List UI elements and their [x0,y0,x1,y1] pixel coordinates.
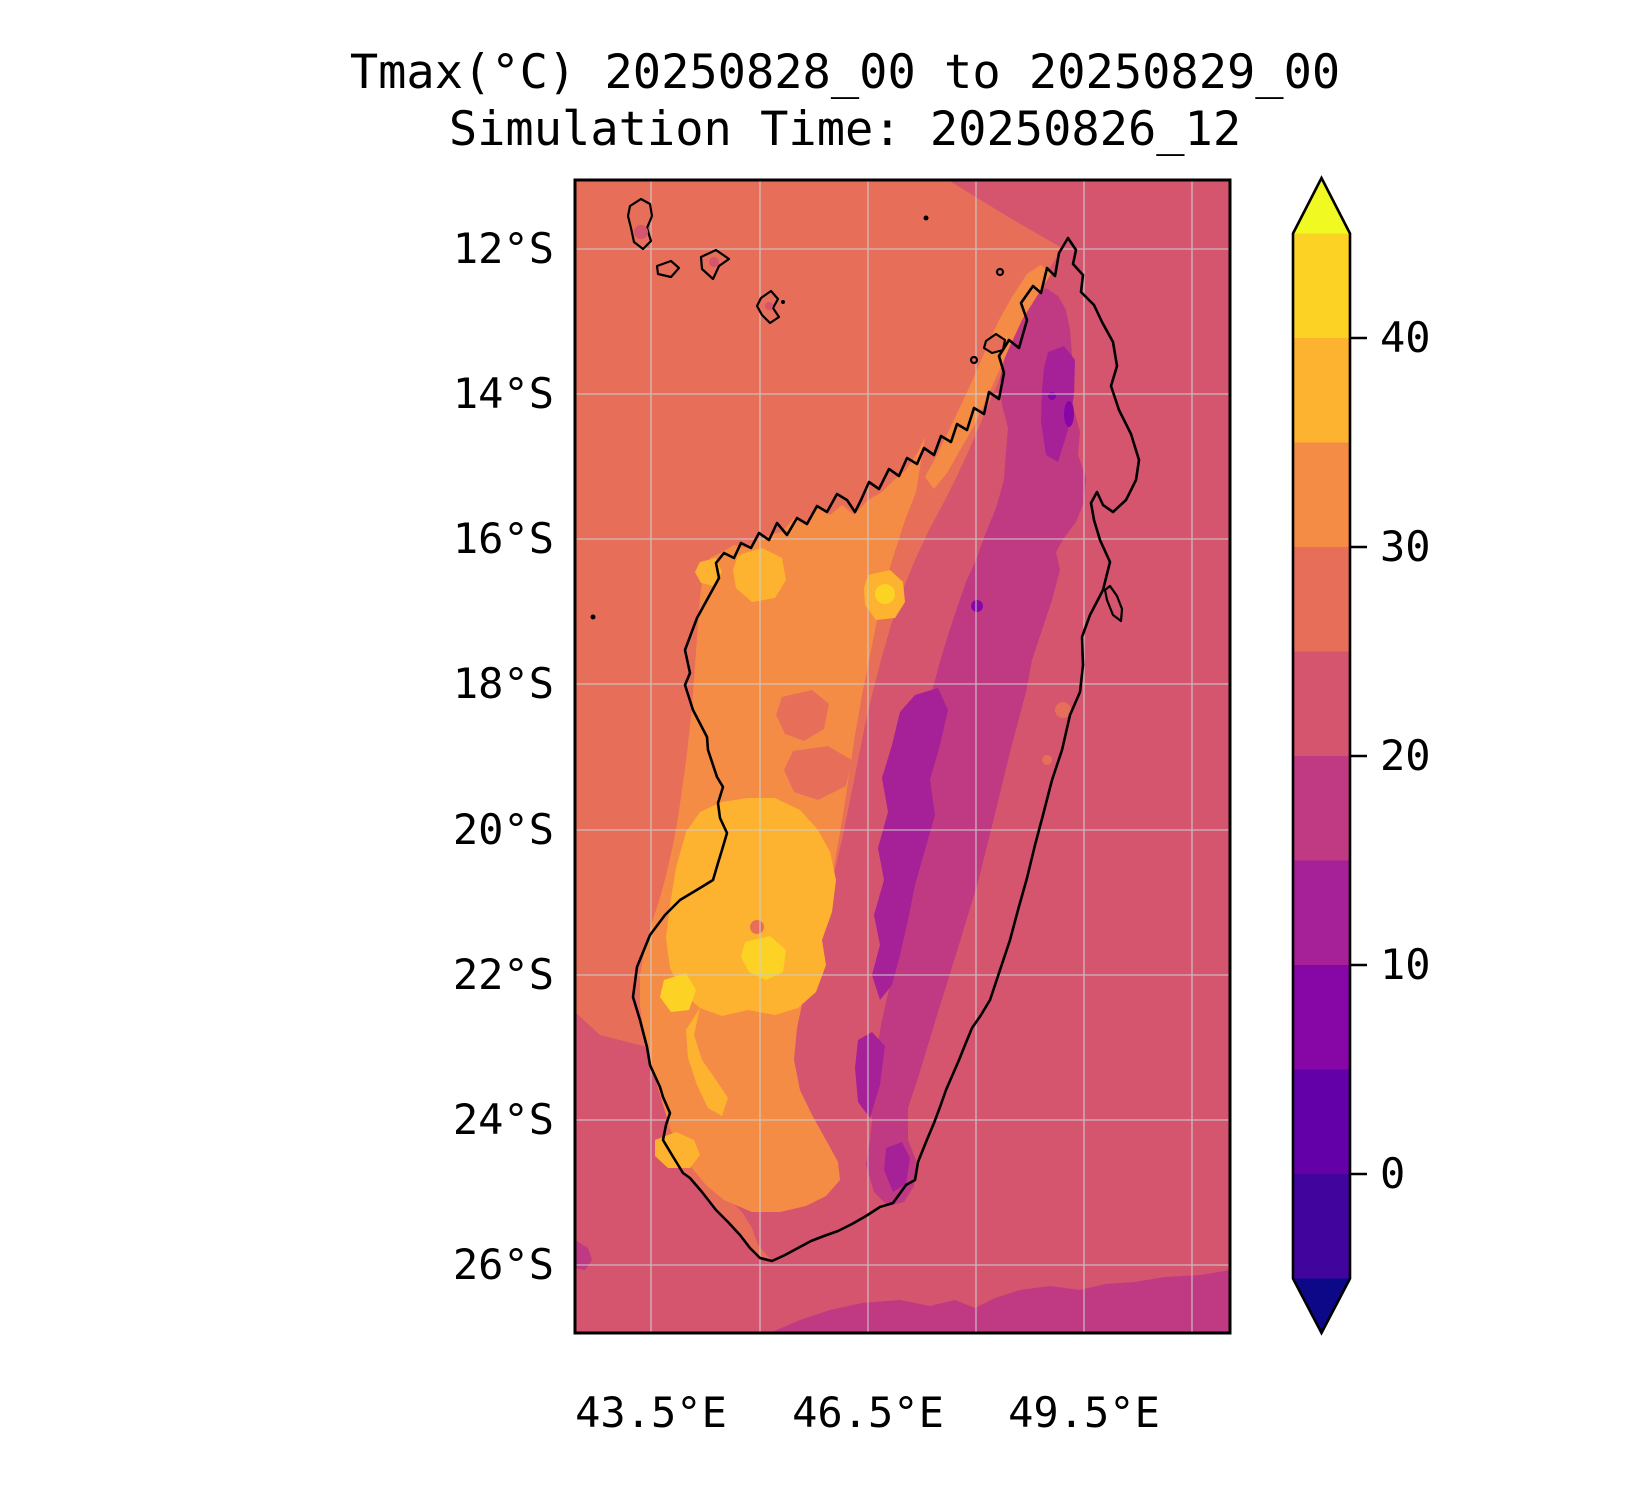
ytick-26s: 26°S [452,1240,554,1289]
cbtick-10: 10 [1380,940,1431,989]
cb-tick-marks [1350,336,1367,1176]
hot-core-southwest-1 [741,936,786,980]
cbtick-20: 20 [1380,731,1431,780]
salmon-pocket-2 [784,746,852,800]
offshore-islands [626,197,1124,623]
salmon-dot-east-coast-1 [1055,702,1071,718]
xtick-43-5e: 43.5°E [575,1388,727,1437]
island-sainte-marie [1103,584,1124,623]
cb-seg-40-45 [1293,233,1350,338]
islet-dot-north [923,215,929,221]
island-anjouan-cool-center [709,257,719,267]
salmon-pocket-3 [750,920,764,934]
cold-core-northeast-2 [1048,392,1056,400]
colorbar [1291,175,1367,1336]
cb-seg-30-35 [1293,442,1350,547]
cold-core-central [971,600,983,612]
purple-patch-south-tip [884,1142,910,1192]
islet-dot-west [590,614,596,620]
cb-seg-neg5-0 [1293,1174,1350,1279]
ytick-22s: 22°S [452,950,554,999]
xtick-49-5e: 49.5°E [1008,1388,1160,1437]
salmon-dot-east-coast-2 [1042,755,1052,765]
islet-dot-northwest [781,300,785,304]
islet-near-nosy-be [969,355,979,365]
ytick-14s: 14°S [452,369,554,418]
island-nosy-mitsio [995,267,1005,277]
cbtick-40: 40 [1380,313,1431,362]
cb-seg-35-40 [1293,338,1350,443]
island-grande-comore-cool-center [634,225,648,239]
figure-title: Tmax(°C) 20250828_00 to 20250829_00 Simul… [190,44,1500,158]
cb-arrow-over [1293,178,1350,234]
title-line-2: Simulation Time: 20250826_12 [448,102,1242,157]
amber-patch-far-south [655,1132,700,1168]
cb-seg-20-25 [1293,651,1350,756]
ocean-south-cool-band [770,1270,1230,1333]
cb-seg-15-20 [1293,756,1350,861]
purple-streak-north [1041,346,1075,462]
cb-arrow-under [1293,1278,1350,1333]
ytick-16s: 16°S [452,514,554,563]
ytick-12s: 12°S [452,224,554,273]
cold-core-northeast [1064,401,1074,427]
ocean-cool-blob-bottom-left [575,1240,592,1270]
cb-seg-10-15 [1293,860,1350,965]
cb-seg-0-5 [1293,1069,1350,1174]
orange-strip-north-tip [925,265,1051,489]
map-frame [573,178,1232,1335]
cb-seg-5-10 [1293,965,1350,1070]
cb-seg-25-30 [1293,547,1350,652]
island-nosy-be [982,332,1007,355]
amber-patch-southwest [666,798,836,1016]
island-moheli [655,259,681,279]
cb-outline [1291,175,1352,1336]
gridlines [575,180,1230,1333]
island-mayotte-cool-center [765,302,773,310]
ytick-18s: 18°S [452,659,554,708]
cbtick-30: 30 [1380,522,1431,571]
cbtick-0: 0 [1380,1149,1406,1198]
hot-core-center [875,584,895,604]
xtick-46-5e: 46.5°E [792,1388,944,1437]
purple-streak-south [855,1032,885,1118]
ytick-24s: 24°S [452,1095,554,1144]
map-area [575,180,1230,1333]
purple-streak-central [872,688,948,1000]
salmon-pocket-1 [776,690,829,741]
ytick-20s: 20°S [452,805,554,854]
amber-finger-south [686,1008,728,1116]
title-line-1: Tmax(°C) 20250828_00 to 20250829_00 [349,45,1341,100]
hot-core-southwest-2 [660,973,696,1012]
